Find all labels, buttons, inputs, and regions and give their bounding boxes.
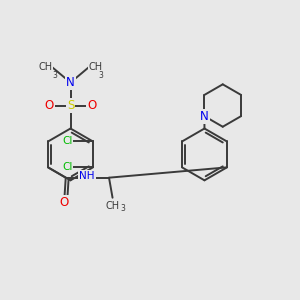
Text: CH: CH [89, 62, 103, 72]
Text: N: N [200, 110, 209, 123]
Text: 3: 3 [53, 71, 58, 80]
Text: S: S [67, 99, 74, 112]
Text: N: N [66, 76, 75, 89]
Text: Cl: Cl [62, 136, 73, 146]
Text: O: O [45, 99, 54, 112]
Text: 3: 3 [98, 71, 103, 80]
Text: CH: CH [38, 62, 52, 72]
Text: CH: CH [106, 201, 120, 211]
Text: NH: NH [79, 171, 95, 181]
Text: 3: 3 [121, 204, 126, 213]
Text: O: O [87, 99, 96, 112]
Text: O: O [60, 196, 69, 208]
Text: Cl: Cl [62, 162, 73, 172]
